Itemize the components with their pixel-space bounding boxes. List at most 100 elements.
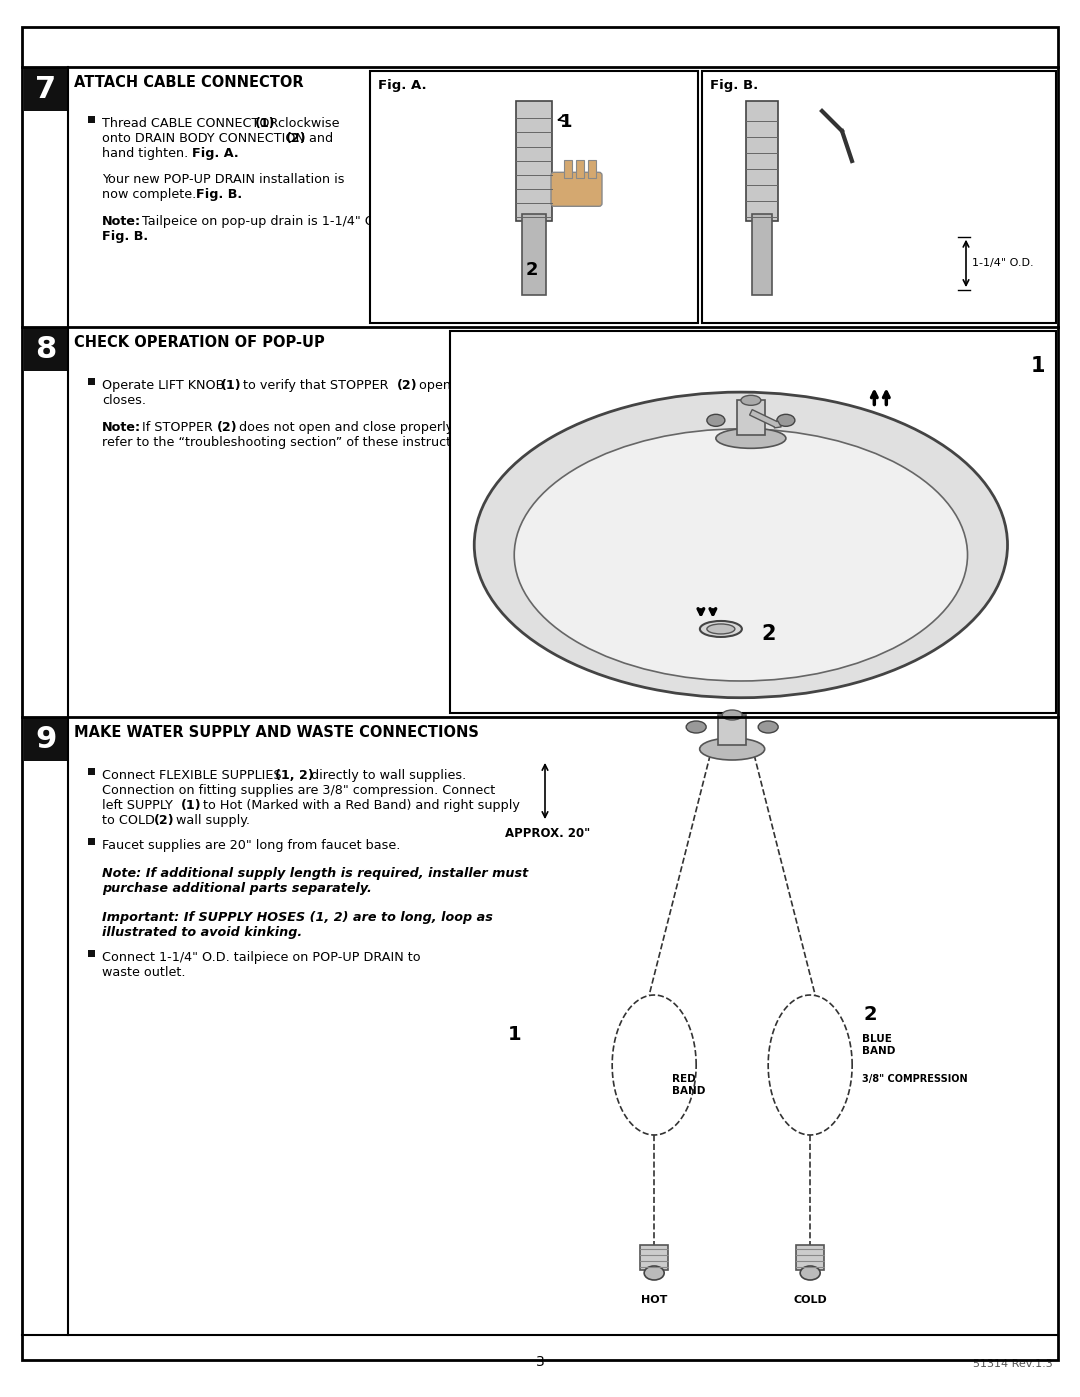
Text: CHECK OPERATION OF POP-UP: CHECK OPERATION OF POP-UP xyxy=(75,335,325,351)
Ellipse shape xyxy=(474,393,1008,697)
Text: (2): (2) xyxy=(154,814,175,827)
Text: (2): (2) xyxy=(397,379,418,393)
Ellipse shape xyxy=(723,710,742,719)
Ellipse shape xyxy=(800,1266,820,1280)
Text: ATTACH CABLE CONNECTOR: ATTACH CABLE CONNECTOR xyxy=(75,75,303,89)
Text: RED
BAND: RED BAND xyxy=(672,1074,705,1095)
Text: MAKE WATER SUPPLY AND WASTE CONNECTIONS: MAKE WATER SUPPLY AND WASTE CONNECTIONS xyxy=(75,725,478,740)
Text: Fig. B.: Fig. B. xyxy=(195,189,242,201)
Bar xyxy=(87,379,95,386)
Text: Faucet supplies are 20" long from faucet base.: Faucet supplies are 20" long from faucet… xyxy=(102,840,401,852)
Ellipse shape xyxy=(741,395,761,405)
Text: 51314 Rev.1.3: 51314 Rev.1.3 xyxy=(973,1359,1053,1369)
Bar xyxy=(752,214,772,295)
Text: Fig. B.: Fig. B. xyxy=(102,231,148,243)
Bar xyxy=(796,1245,824,1270)
Bar xyxy=(24,717,68,761)
Bar xyxy=(564,161,572,179)
Text: to Hot (Marked with a Red Band) and right supply: to Hot (Marked with a Red Band) and righ… xyxy=(199,799,519,812)
Text: wall supply.: wall supply. xyxy=(172,814,249,827)
Text: left SUPPLY: left SUPPLY xyxy=(102,799,177,812)
Bar xyxy=(522,214,546,295)
Bar xyxy=(737,401,765,436)
Text: (2): (2) xyxy=(217,420,238,434)
Ellipse shape xyxy=(758,721,779,733)
Text: closes.: closes. xyxy=(102,394,146,407)
FancyBboxPatch shape xyxy=(551,172,602,207)
Text: (1): (1) xyxy=(181,799,202,812)
Bar xyxy=(640,1245,669,1270)
Text: APPROX. 20": APPROX. 20" xyxy=(505,827,591,840)
FancyArrow shape xyxy=(750,409,781,427)
Ellipse shape xyxy=(700,620,742,637)
Text: to COLD: to COLD xyxy=(102,814,159,827)
Ellipse shape xyxy=(686,721,706,733)
Text: (1): (1) xyxy=(255,117,275,130)
Text: 2: 2 xyxy=(863,1006,877,1024)
Bar xyxy=(450,331,1056,712)
Text: hand tighten.: hand tighten. xyxy=(102,147,192,161)
Text: 9: 9 xyxy=(36,725,56,753)
Text: refer to the “troubleshooting section” of these instructions.: refer to the “troubleshooting section” o… xyxy=(102,436,482,448)
Text: Fig. B.: Fig. B. xyxy=(710,80,758,92)
Text: now complete.: now complete. xyxy=(102,189,200,201)
Text: 7: 7 xyxy=(36,74,56,103)
Text: Your new POP-UP DRAIN installation is: Your new POP-UP DRAIN installation is xyxy=(102,173,345,186)
Text: 8: 8 xyxy=(36,334,56,363)
Bar xyxy=(746,101,778,221)
Bar xyxy=(87,950,95,957)
Ellipse shape xyxy=(514,429,968,680)
Ellipse shape xyxy=(716,429,786,448)
Text: Connect FLEXIBLE SUPPLIES: Connect FLEXIBLE SUPPLIES xyxy=(102,768,285,782)
Text: Note:: Note: xyxy=(102,420,141,434)
Text: Note: If additional supply length is required, installer must: Note: If additional supply length is req… xyxy=(102,868,528,880)
Text: waste outlet.: waste outlet. xyxy=(102,965,186,979)
Ellipse shape xyxy=(644,1266,664,1280)
Text: Connect 1-1/4" O.D. tailpiece on POP-UP DRAIN to: Connect 1-1/4" O.D. tailpiece on POP-UP … xyxy=(102,951,420,964)
Ellipse shape xyxy=(707,415,725,426)
Text: 1-1/4" O.D.: 1-1/4" O.D. xyxy=(972,258,1034,268)
Text: Tailpeice on pop-up drain is 1-1/4" O.D.: Tailpeice on pop-up drain is 1-1/4" O.D. xyxy=(138,215,392,228)
Text: (2): (2) xyxy=(286,131,307,145)
Text: If STOPPER: If STOPPER xyxy=(138,420,217,434)
Text: purchase additional parts separately.: purchase additional parts separately. xyxy=(102,882,372,895)
Bar xyxy=(87,768,95,775)
Ellipse shape xyxy=(700,738,765,760)
Text: BLUE
BAND: BLUE BAND xyxy=(862,1034,895,1056)
Text: 2: 2 xyxy=(761,624,775,644)
Bar xyxy=(588,161,596,179)
Text: 1: 1 xyxy=(1030,356,1045,376)
Text: directly to wall supplies.: directly to wall supplies. xyxy=(307,768,467,782)
Text: (1): (1) xyxy=(221,379,242,393)
Text: Fig. A.: Fig. A. xyxy=(192,147,239,161)
Text: onto DRAIN BODY CONNECTION: onto DRAIN BODY CONNECTION xyxy=(102,131,309,145)
Text: HOT: HOT xyxy=(642,1295,667,1305)
Text: illustrated to avoid kinking.: illustrated to avoid kinking. xyxy=(102,926,302,939)
Bar xyxy=(24,327,68,372)
Text: 3/8" COMPRESSION: 3/8" COMPRESSION xyxy=(862,1074,968,1084)
Bar xyxy=(718,715,746,745)
Text: opens and: opens and xyxy=(415,379,486,393)
Bar xyxy=(87,838,95,845)
Text: 1: 1 xyxy=(561,113,572,131)
Bar xyxy=(516,101,552,221)
Text: 1: 1 xyxy=(509,1025,522,1045)
Text: clockwise: clockwise xyxy=(274,117,339,130)
Text: Note:: Note: xyxy=(102,215,141,228)
Bar xyxy=(576,161,584,179)
Text: Connection on fitting supplies are 3/8" compression. Connect: Connection on fitting supplies are 3/8" … xyxy=(102,784,496,798)
Text: (1, 2): (1, 2) xyxy=(275,768,314,782)
Text: COLD: COLD xyxy=(794,1295,827,1305)
Text: Important: If SUPPLY HOSES (1, 2) are to long, loop as: Important: If SUPPLY HOSES (1, 2) are to… xyxy=(102,911,492,923)
Text: does not open and close properly then: does not open and close properly then xyxy=(235,420,486,434)
Bar xyxy=(24,67,68,110)
Text: Thread CABLE CONNECTOR: Thread CABLE CONNECTOR xyxy=(102,117,282,130)
Ellipse shape xyxy=(707,624,734,634)
Text: and: and xyxy=(305,131,333,145)
Text: 2: 2 xyxy=(526,261,538,279)
Bar xyxy=(87,116,95,123)
Text: Operate LIFT KNOB: Operate LIFT KNOB xyxy=(102,379,228,393)
Text: to verify that STOPPER: to verify that STOPPER xyxy=(239,379,392,393)
Text: Fig. A.: Fig. A. xyxy=(378,80,427,92)
Text: 3: 3 xyxy=(536,1355,544,1369)
